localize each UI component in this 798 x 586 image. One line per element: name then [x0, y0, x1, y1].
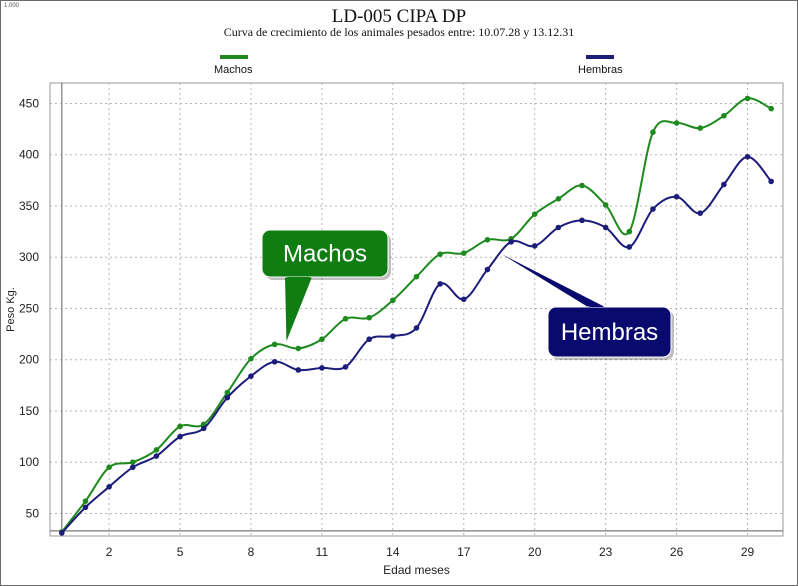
data-point-machos: [721, 112, 727, 119]
x-tick-label: 23: [599, 545, 613, 559]
x-tick-label: 5: [177, 545, 184, 559]
legend-swatch-hembras: [586, 55, 614, 59]
y-tick-label: 400: [19, 148, 39, 162]
y-tick-label: 150: [19, 404, 39, 418]
callout-machos: Machos: [261, 229, 391, 342]
data-point-machos: [224, 389, 231, 396]
data-point-machos: [271, 341, 278, 348]
data-point-hembras: [390, 333, 396, 339]
data-point-machos: [460, 250, 467, 256]
data-point-hembras: [626, 244, 633, 250]
data-point-machos: [342, 315, 349, 322]
data-point-hembras: [200, 425, 207, 432]
data-point-hembras: [697, 210, 704, 216]
x-tick-label: 14: [386, 545, 400, 559]
data-point-hembras: [579, 217, 585, 224]
legend-label-hembras: Hembras: [578, 64, 623, 76]
y-tick-label: 100: [19, 455, 39, 469]
data-point-hembras: [768, 178, 774, 185]
y-tick-label: 450: [19, 96, 39, 110]
data-point-machos: [744, 95, 751, 102]
data-point-hembras: [366, 336, 373, 343]
legend-swatch-machos: [220, 55, 248, 59]
data-point-machos: [366, 314, 373, 321]
data-point-hembras: [460, 296, 467, 303]
y-tick-label: 50: [26, 506, 40, 520]
y-tick-label: 250: [19, 301, 39, 315]
callout-pointer-join: [286, 277, 311, 280]
data-point-hembras: [413, 325, 420, 331]
data-point-hembras: [744, 153, 751, 160]
x-tick-label: 2: [106, 545, 113, 559]
x-tick-label: 20: [528, 545, 542, 559]
data-point-machos: [673, 120, 680, 126]
data-point-machos: [768, 105, 774, 112]
corner-label: 1.000: [4, 3, 20, 9]
y-tick-label: 200: [19, 353, 39, 367]
callout-pointer: [285, 277, 312, 342]
data-point-hembras: [224, 394, 231, 401]
x-axis-label: Edad meses: [383, 563, 450, 577]
data-point-machos: [650, 129, 656, 135]
data-point-hembras: [177, 433, 183, 440]
callout-pointer: [501, 254, 605, 307]
data-point-hembras: [271, 358, 278, 365]
data-point-hembras: [531, 243, 538, 249]
x-tick-label: 11: [316, 545, 329, 559]
chart-title: LD-005 CIPA DP: [331, 6, 467, 27]
data-point-hembras: [602, 224, 609, 231]
data-point-hembras: [342, 364, 349, 370]
data-point-hembras: [319, 365, 325, 371]
x-tick-label: 29: [741, 545, 755, 559]
y-axis-label: Peso Kg.: [5, 287, 17, 332]
callout-pointer-join: [589, 304, 604, 307]
data-point-hembras: [673, 193, 680, 200]
data-point-machos: [697, 125, 704, 131]
data-point-machos: [248, 355, 254, 362]
data-point-machos: [390, 297, 396, 304]
data-point-machos: [319, 336, 325, 343]
data-point-machos: [437, 251, 443, 257]
data-point-machos: [484, 237, 491, 243]
x-tick-label: 8: [248, 545, 255, 559]
data-point-hembras: [129, 464, 136, 471]
callout-hembras: Hembras: [501, 254, 674, 360]
data-point-hembras: [106, 484, 112, 490]
data-point-machos: [413, 273, 420, 280]
data-point-machos: [602, 202, 609, 208]
data-point-hembras: [484, 266, 491, 273]
callout-text: Hembras: [561, 319, 658, 346]
data-point-machos: [579, 182, 585, 189]
data-point-hembras: [555, 224, 562, 231]
data-point-hembras: [437, 281, 443, 287]
y-tick-label: 350: [19, 199, 39, 213]
data-point-machos: [531, 211, 538, 217]
data-point-hembras: [82, 504, 89, 511]
data-point-machos: [82, 498, 89, 504]
chart-subtitle: Curva de crecimiento de los animales pes…: [223, 25, 575, 39]
data-point-machos: [295, 345, 302, 352]
data-point-hembras: [650, 206, 656, 212]
x-tick-label: 26: [670, 545, 684, 559]
data-point-machos: [555, 196, 562, 202]
data-point-machos: [626, 228, 633, 235]
data-point-hembras: [248, 373, 254, 379]
callout-box: [547, 306, 672, 358]
data-point-machos: [177, 423, 183, 430]
data-point-machos: [129, 459, 136, 466]
y-tick-label: 300: [19, 250, 39, 264]
data-point-machos: [153, 447, 160, 453]
callout-text: Machos: [283, 241, 367, 268]
data-point-hembras: [59, 530, 65, 536]
data-point-hembras: [153, 453, 160, 459]
plot-area-border: [49, 82, 784, 537]
x-tick-label: 17: [457, 545, 471, 559]
data-point-hembras: [295, 367, 302, 373]
data-point-hembras: [721, 181, 727, 188]
data-point-hembras: [508, 239, 514, 245]
data-point-machos: [106, 464, 112, 471]
callout-box: [261, 229, 389, 278]
legend-label-machos: Machos: [214, 64, 253, 76]
